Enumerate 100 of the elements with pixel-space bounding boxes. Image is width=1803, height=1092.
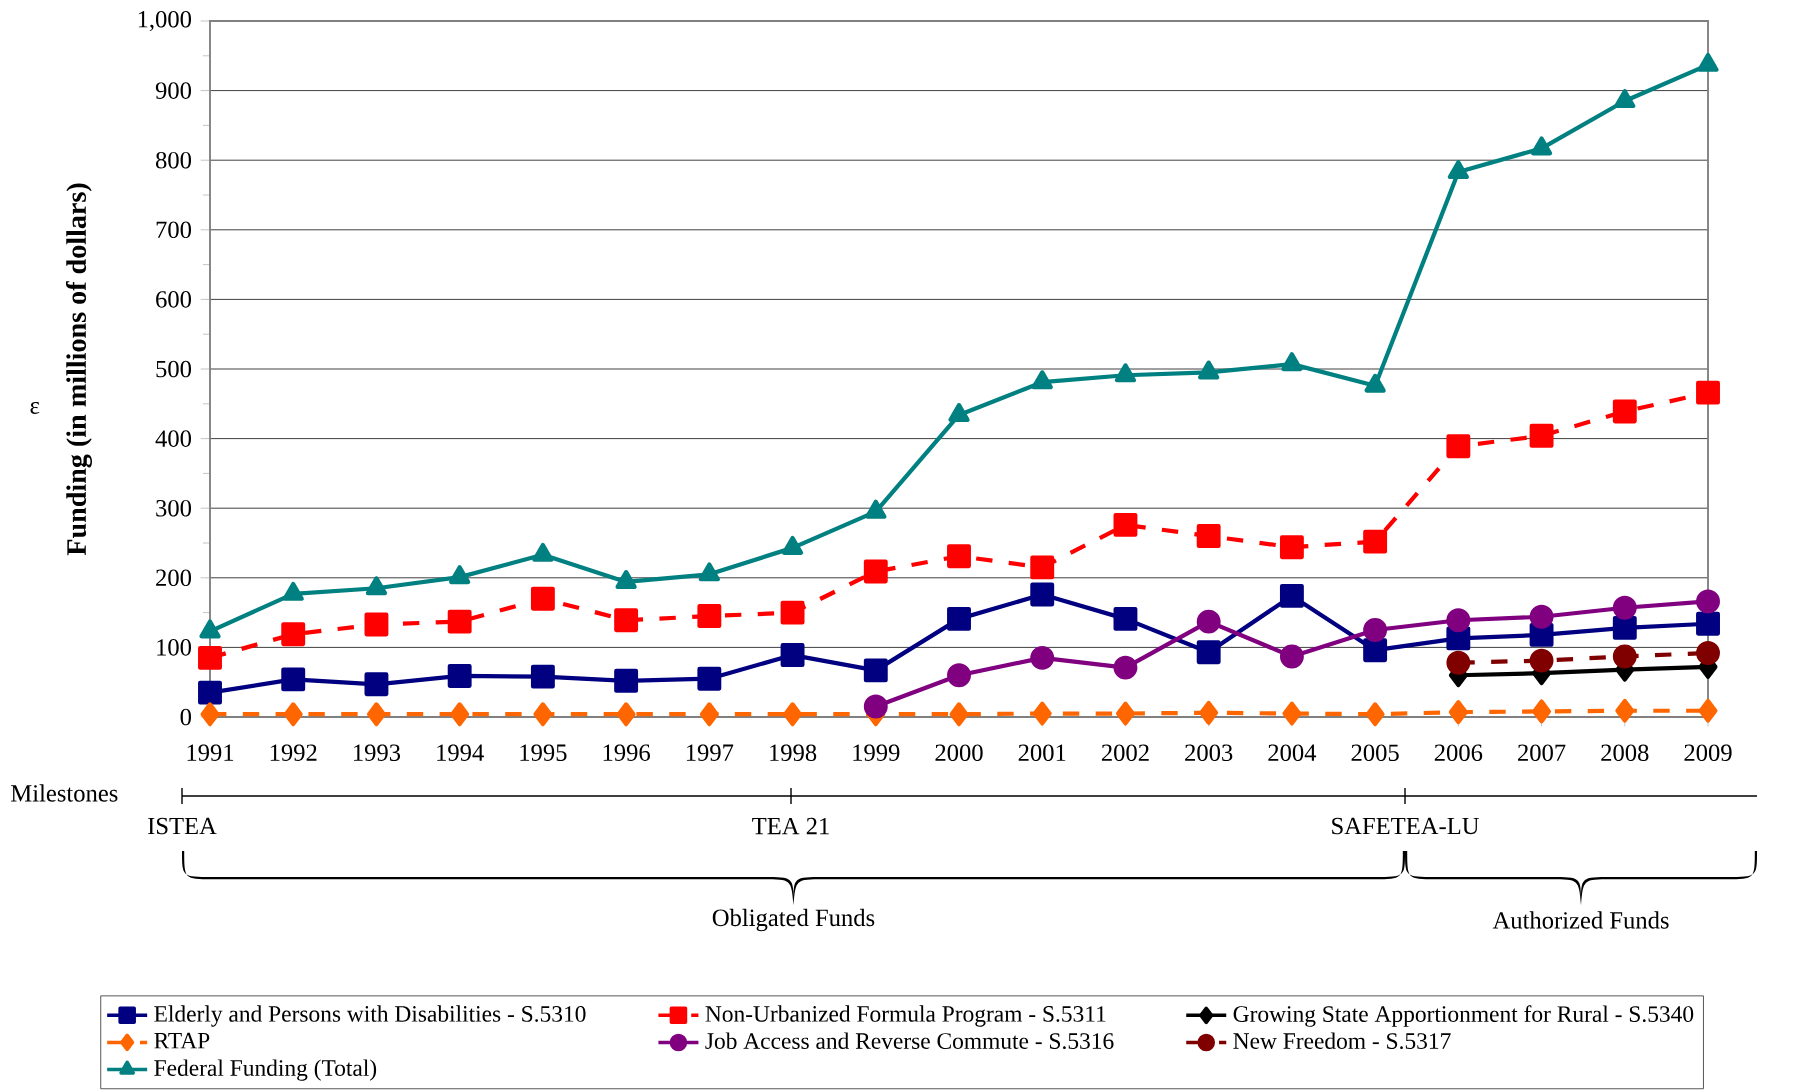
legend-label: Federal Funding (Total)	[154, 1059, 377, 1081]
x-tick-label: 1993	[354, 744, 401, 761]
point	[780, 600, 805, 625]
legend-label: RTAP	[154, 1032, 210, 1049]
legend-label: Job Access and Reverse Commute - S.5316	[705, 1032, 1114, 1050]
point	[1113, 606, 1138, 631]
point	[1196, 640, 1221, 665]
point	[1196, 609, 1221, 634]
point	[1364, 373, 1386, 393]
x-tick-label: 2000	[935, 744, 983, 762]
point	[1032, 701, 1052, 726]
point	[1612, 399, 1637, 424]
point	[1529, 648, 1554, 673]
point	[1199, 700, 1219, 725]
point	[947, 606, 971, 631]
point	[281, 622, 306, 647]
y-tick-label: 900	[155, 82, 192, 99]
point	[198, 680, 222, 705]
point	[1696, 641, 1720, 665]
point	[366, 702, 386, 727]
text: Milestones	[11, 784, 118, 802]
text: ε	[30, 402, 40, 414]
y-tick-label: 800	[155, 151, 192, 169]
point	[863, 559, 888, 584]
x-tick-label: 2009	[1684, 744, 1732, 762]
point	[947, 544, 971, 569]
point	[863, 694, 888, 719]
text: Authorized Funds	[1492, 911, 1669, 929]
point	[365, 576, 388, 596]
point	[198, 645, 222, 670]
point	[1115, 701, 1135, 726]
y-tick-label: 400	[155, 430, 192, 447]
point	[948, 402, 970, 422]
point	[1612, 615, 1637, 640]
x-tick-label: 1992	[270, 744, 317, 761]
legend-label: Growing State Apportionment for Rural - S.5340	[1233, 1005, 1694, 1027]
point	[697, 604, 722, 629]
point	[533, 702, 553, 727]
point	[1696, 611, 1720, 636]
point	[1614, 89, 1636, 109]
point	[1279, 644, 1304, 669]
point	[200, 702, 220, 727]
x-tick-label: 1991	[187, 744, 234, 761]
point	[1529, 604, 1554, 629]
point	[614, 668, 639, 693]
point	[364, 672, 389, 697]
point	[530, 664, 555, 689]
point	[450, 702, 470, 727]
point	[447, 609, 472, 634]
point	[699, 702, 719, 727]
y-tick-label: 100	[157, 639, 192, 656]
point	[1196, 524, 1221, 548]
point	[530, 586, 555, 611]
point	[1696, 589, 1720, 614]
point	[1363, 638, 1388, 663]
x-tick-label: 1997	[686, 744, 734, 761]
point	[1030, 645, 1055, 670]
x-tick-label: 2008	[1601, 744, 1649, 762]
y-tick-label: 300	[156, 499, 192, 517]
y-tick-label: 500	[156, 360, 192, 378]
point	[1113, 655, 1138, 680]
text: SAFETEA-LU	[1332, 817, 1479, 835]
point	[1363, 618, 1388, 642]
point	[1698, 698, 1718, 723]
x-tick-label: 2006	[1434, 744, 1483, 762]
point	[1530, 136, 1553, 156]
x-tick-label: 1995	[520, 744, 567, 761]
point	[447, 663, 472, 688]
point	[1697, 52, 1719, 72]
x-tick-label: 1994	[437, 744, 484, 761]
y-tick-label: 700	[156, 221, 192, 239]
point	[1446, 608, 1471, 633]
point	[1612, 595, 1637, 620]
point	[615, 570, 637, 590]
text: ISTEA	[148, 817, 217, 835]
point	[780, 643, 805, 667]
point	[1281, 352, 1303, 372]
text: Obligated Funds	[712, 908, 875, 932]
x-tick-label: 2005	[1351, 744, 1399, 762]
point	[949, 702, 969, 727]
x-tick-label: 2007	[1518, 744, 1566, 762]
point	[283, 702, 303, 727]
point	[1532, 699, 1552, 724]
point	[1448, 700, 1468, 725]
point	[1279, 583, 1304, 608]
point	[1030, 582, 1055, 607]
point	[281, 667, 306, 692]
x-tick-label: 1999	[853, 744, 900, 761]
x-tick-label: 2001	[1018, 744, 1066, 762]
point	[1114, 363, 1137, 383]
point	[449, 565, 471, 585]
point	[863, 658, 888, 683]
y-tick-label: 0	[180, 708, 192, 726]
point	[1446, 650, 1471, 675]
x-tick-label: 2003	[1185, 744, 1233, 762]
x-tick-label: 1998	[770, 744, 817, 762]
y-tick-label: 200	[156, 569, 192, 587]
y-tick-label: 1,000	[138, 10, 192, 32]
legend-label: Elderly and Persons with Disabilities - S.5310	[154, 1005, 586, 1027]
legend-label: Non-Urbanized Formula Program - S.5311	[705, 1005, 1106, 1027]
